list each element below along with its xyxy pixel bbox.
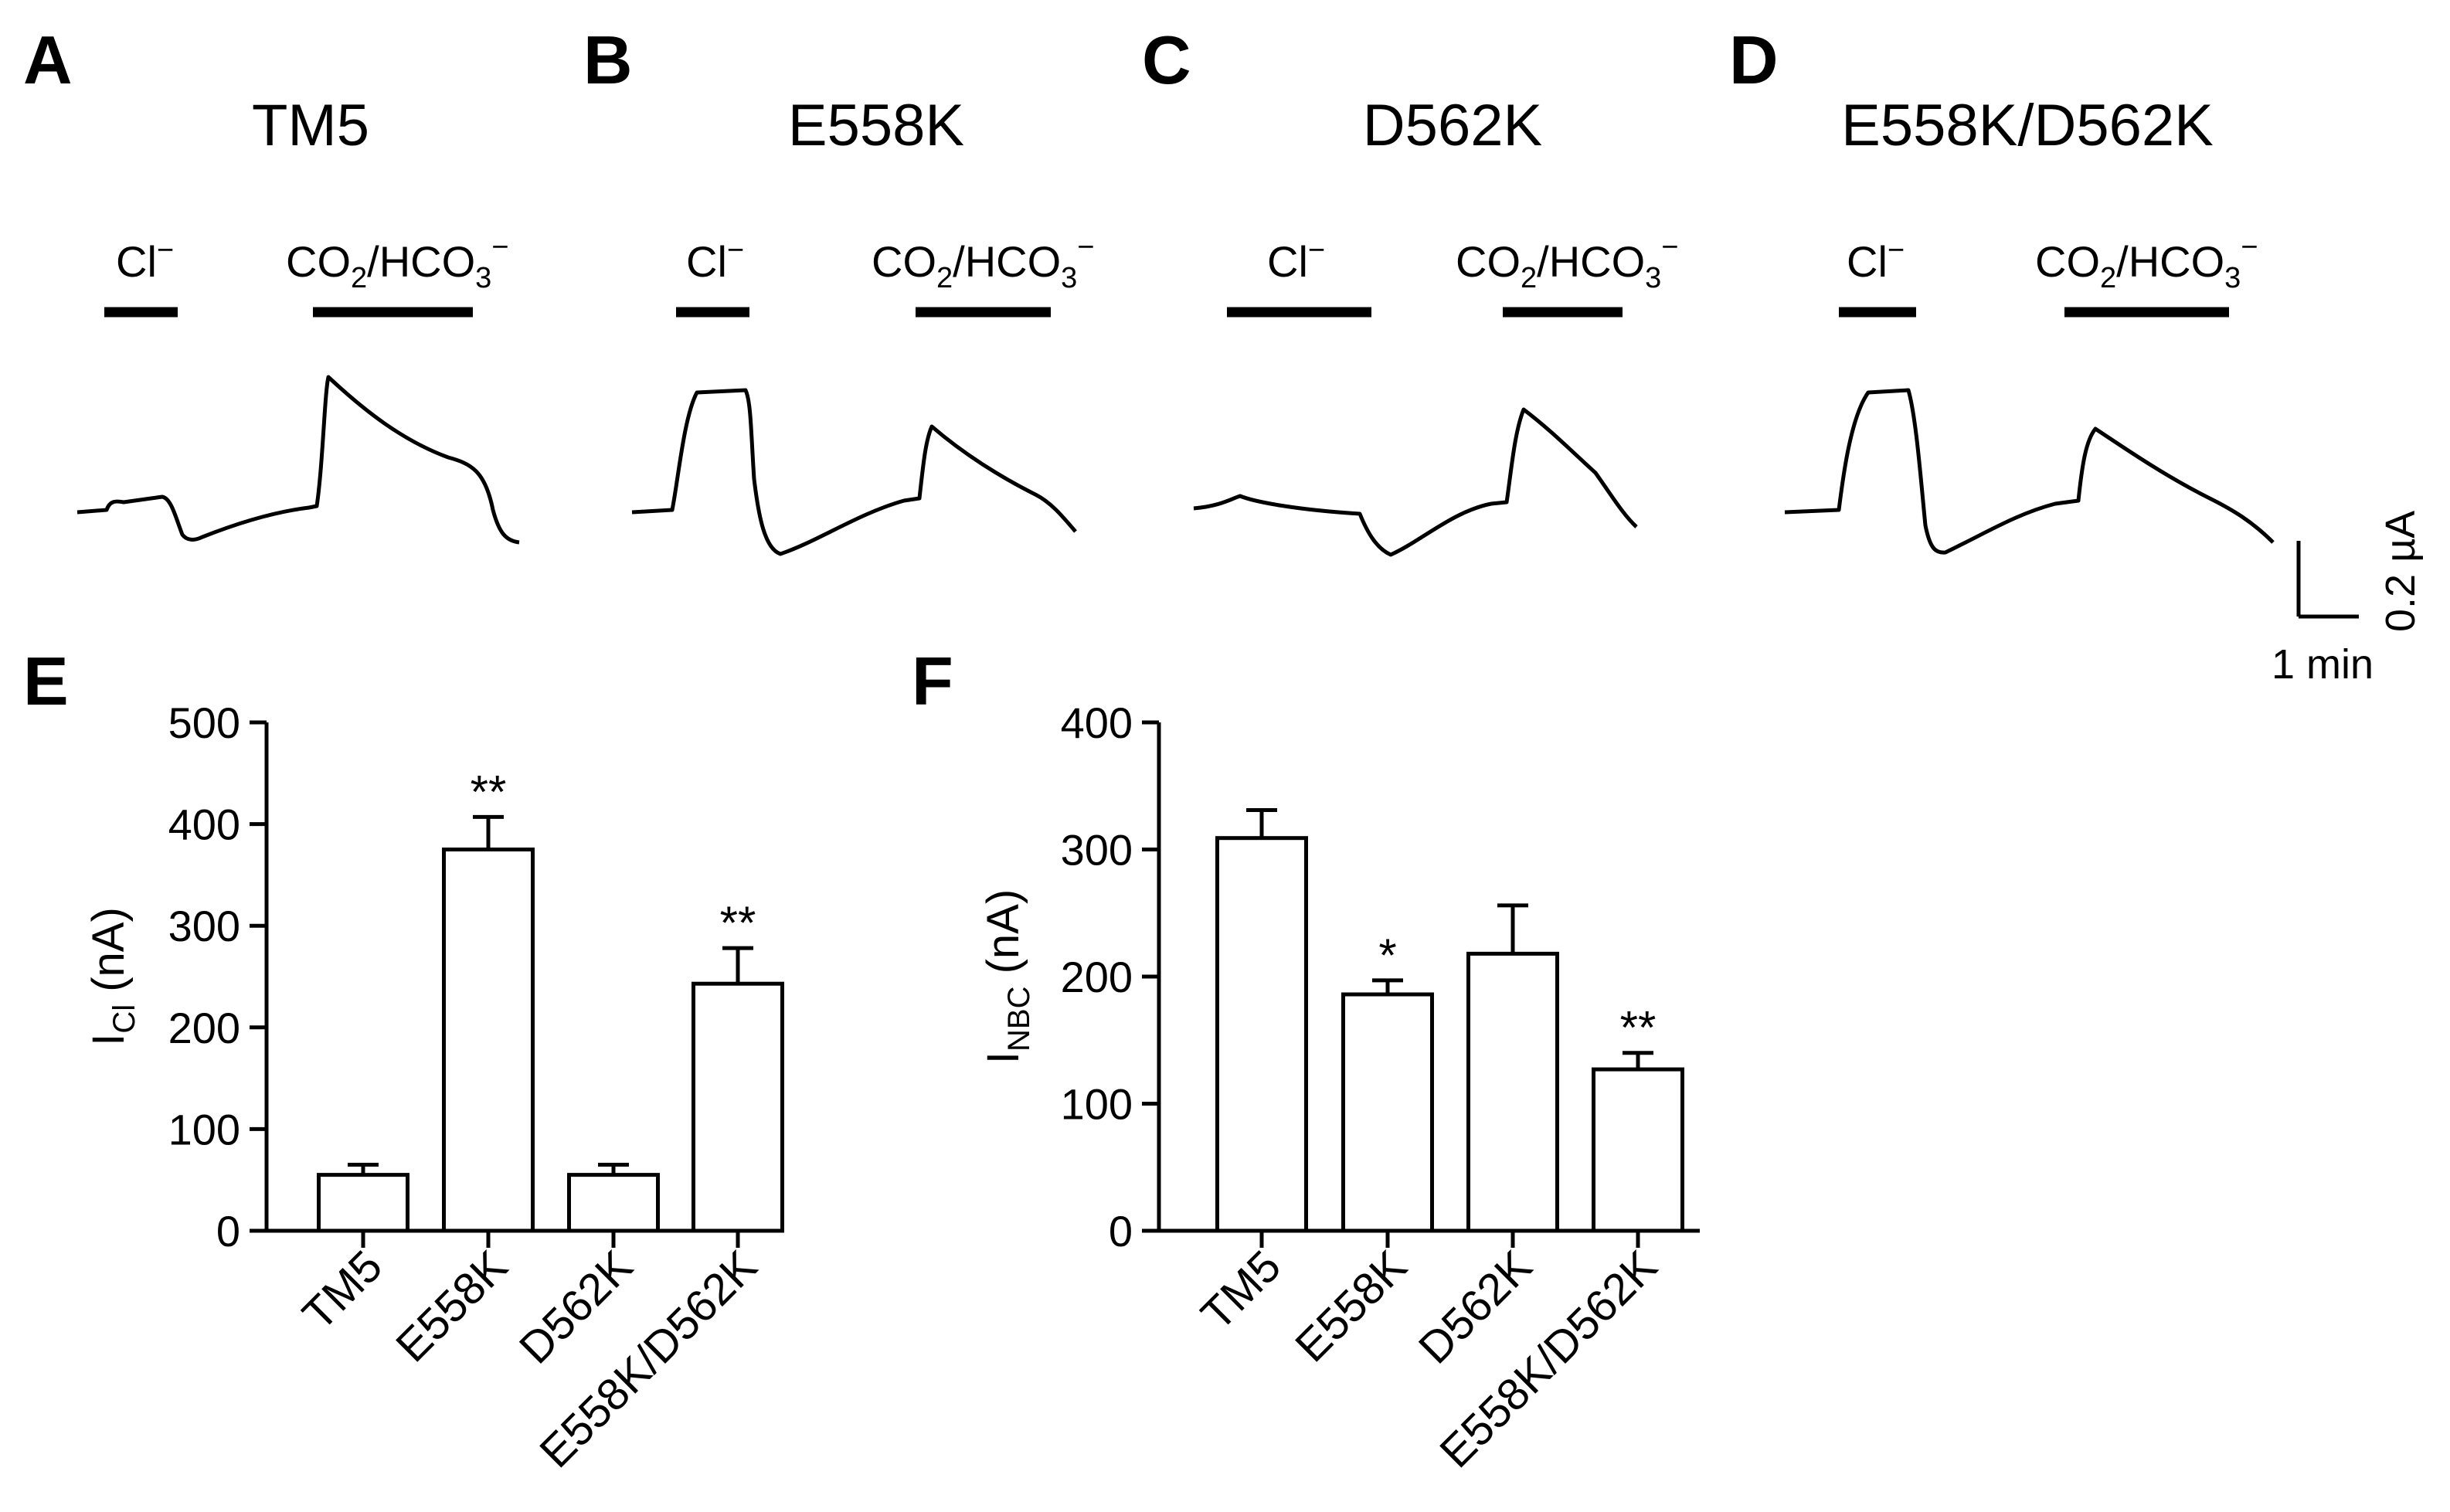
bar-f (1341, 992, 1434, 1233)
solution-labels: Cl− CO2/HCO3− Cl− CO2/HCO3− Cl− CO2/HCO3… (116, 231, 2258, 294)
current-traces (76, 375, 2275, 557)
y-tick-label-e: 100 (168, 1105, 240, 1154)
panel-letter-c: C (1142, 22, 1191, 98)
trace-title-a: TM5 (252, 93, 369, 158)
bar-f (1215, 836, 1308, 1233)
co2-label-d: CO2/HCO3− (2035, 231, 2258, 294)
x-tick-label-f: E558K/D562K (1430, 1241, 1667, 1477)
panel-letter-f: F (912, 643, 953, 719)
y-axis-label-e: ICl (nA) (83, 907, 141, 1046)
trace-title-b: E558K (788, 93, 964, 158)
bar-e (692, 981, 784, 1233)
trace-d (1784, 388, 2275, 555)
y-tick-label-f: 0 (1109, 1207, 1133, 1255)
cl-label-c: Cl− (1267, 234, 1325, 286)
x-tick-label-e: TM5 (293, 1241, 392, 1340)
bar-chart-f: INBC (nA) 0100200300400TM5E558K*D562KE55… (978, 698, 1700, 1477)
bar-chart-e: ICl (nA) 0100200300400500TM5E558K**D562K… (83, 698, 784, 1477)
bar-e (442, 848, 535, 1233)
significance-marker-e: ** (720, 897, 756, 949)
x-tick-label-f: TM5 (1191, 1241, 1290, 1340)
y-tick-label-f: 300 (1061, 826, 1133, 875)
scale-bar-vertical-label: 0.2 µA (2377, 511, 2424, 632)
scale-bar-horizontal-label: 1 min (2272, 641, 2374, 688)
x-tick-label-e: E558K/D562K (530, 1241, 766, 1477)
trace-a (76, 375, 520, 545)
panel-letter-a: A (23, 22, 73, 98)
significance-marker-f: ** (1620, 1002, 1657, 1054)
y-tick-label-f: 200 (1061, 953, 1133, 1001)
significance-marker-e: ** (471, 766, 507, 817)
panel-letter-b: B (583, 22, 633, 98)
trace-c (1193, 407, 1638, 557)
x-tick-label-e: E558K (386, 1241, 517, 1371)
trace-b (631, 388, 1077, 556)
y-tick-label-f: 100 (1061, 1080, 1133, 1129)
co2-label-a: CO2/HCO3− (286, 231, 508, 294)
y-tick-label-e: 400 (168, 800, 240, 849)
scale-bar: 0.2 µA 1 min (2272, 511, 2424, 688)
bar-e (567, 1173, 660, 1233)
y-tick-label-e: 0 (216, 1207, 240, 1255)
bar-f (1592, 1067, 1684, 1233)
co2-label-c: CO2/HCO3− (1456, 231, 1678, 294)
panel-letter-e: E (23, 643, 69, 719)
x-tick-label-f: E558K (1286, 1241, 1416, 1371)
cl-label-d: Cl− (1847, 234, 1905, 286)
significance-marker-f: * (1378, 929, 1396, 981)
cl-label-b: Cl− (686, 234, 744, 286)
y-tick-label-e: 500 (168, 698, 240, 747)
y-tick-label-e: 200 (168, 1004, 240, 1052)
bar-e (317, 1173, 409, 1233)
cl-label-a: Cl− (116, 234, 174, 286)
y-axis-label-f: INBC (nA) (978, 889, 1036, 1064)
y-tick-label-e: 300 (168, 902, 240, 950)
panel-letter-d: D (1729, 22, 1779, 98)
trace-title-d: E558K/D562K (1841, 93, 2214, 158)
y-tick-label-f: 400 (1061, 698, 1133, 747)
co2-label-b: CO2/HCO3− (872, 231, 1094, 294)
trace-title-c: D562K (1363, 93, 1542, 158)
bar-f (1466, 951, 1559, 1233)
